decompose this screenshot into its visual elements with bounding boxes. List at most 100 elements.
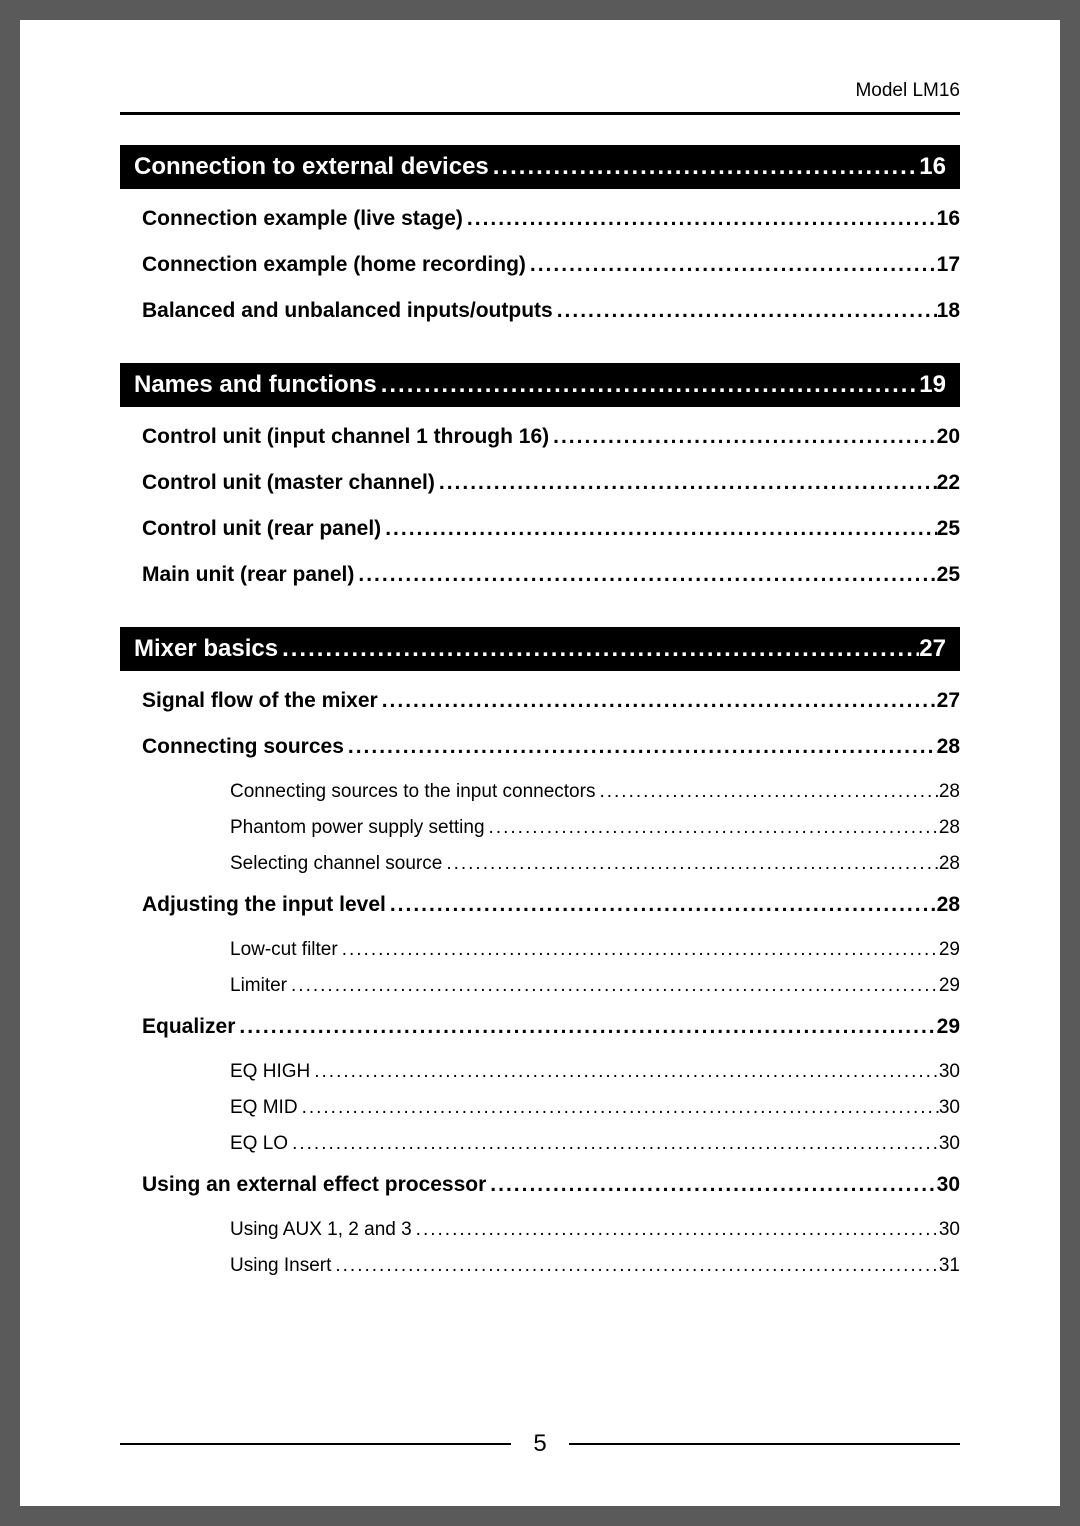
toc-section: Connection to external devices..........…: [120, 145, 960, 323]
toc-subentry-page: 29: [939, 975, 960, 997]
toc-subentry-title: Low-cut filter: [230, 939, 338, 961]
model-label: Model LM16: [120, 80, 960, 102]
toc-leader-dots: ........................................…: [331, 1255, 938, 1277]
toc-leader-dots: ........................................…: [344, 735, 937, 759]
toc-leader-dots: ........................................…: [278, 635, 919, 663]
toc-leader-dots: ........................................…: [549, 425, 937, 449]
toc-entry-page: 25: [937, 517, 960, 541]
toc-entry-page: 20: [937, 425, 960, 449]
toc-leader-dots: ........................................…: [386, 893, 937, 917]
toc-entry: Adjusting the input level...............…: [120, 893, 960, 917]
toc-entry-page: 28: [937, 735, 960, 759]
toc-subentry-page: 28: [939, 781, 960, 803]
toc-subentry-page: 30: [939, 1097, 960, 1119]
toc-subentry-page: 29: [939, 939, 960, 961]
toc-leader-dots: ........................................…: [381, 517, 936, 541]
toc-entry-title: Control unit (rear panel): [142, 517, 381, 541]
toc-entry: Equalizer...............................…: [120, 1015, 960, 1039]
toc-section: Mixer basics............................…: [120, 627, 960, 1277]
toc-subentry: EQ HIGH.................................…: [120, 1061, 960, 1083]
toc-section-header: Connection to external devices..........…: [120, 145, 960, 189]
toc-entry-page: 25: [937, 563, 960, 587]
toc-subentry: Selecting channel source................…: [120, 853, 960, 875]
toc-leader-dots: ........................................…: [485, 817, 939, 839]
toc-subentry-page: 30: [939, 1061, 960, 1083]
toc-leader-dots: ........................................…: [338, 939, 939, 961]
toc-entry-page: 29: [937, 1015, 960, 1039]
toc-entry: Balanced and unbalanced inputs/outputs..…: [120, 299, 960, 323]
toc-entry: Main unit (rear panel)..................…: [120, 563, 960, 587]
toc-entry-page: 16: [937, 207, 960, 231]
toc-entry-title: Main unit (rear panel): [142, 563, 354, 587]
toc-leader-dots: ........................................…: [463, 207, 937, 231]
toc-entry-title: Connecting sources: [142, 735, 344, 759]
toc-leader-dots: ........................................…: [354, 563, 936, 587]
toc-subentry-title: EQ MID: [230, 1097, 298, 1119]
toc-subentry: EQ MID..................................…: [120, 1097, 960, 1119]
toc-subentry: EQ LO...................................…: [120, 1133, 960, 1155]
toc-entry-page: 30: [937, 1173, 960, 1197]
toc-entry: Control unit (master channel)...........…: [120, 471, 960, 495]
toc-leader-dots: ........................................…: [595, 781, 938, 803]
toc-leader-dots: ........................................…: [298, 1097, 939, 1119]
table-of-contents: Connection to external devices..........…: [120, 145, 960, 1277]
toc-subgroup: Low-cut filter..........................…: [120, 939, 960, 997]
toc-subentry-title: Selecting channel source: [230, 853, 442, 875]
footer-rule-right: [569, 1443, 960, 1445]
toc-leader-dots: ........................................…: [378, 689, 937, 713]
toc-subentry-page: 28: [939, 817, 960, 839]
top-rule: [120, 112, 960, 115]
toc-entry-title: Adjusting the input level: [142, 893, 386, 917]
toc-subentry-title: Limiter: [230, 975, 287, 997]
toc-section-page: 19: [919, 371, 946, 399]
footer-rule-left: [120, 1443, 511, 1445]
toc-leader-dots: ........................................…: [442, 853, 939, 875]
toc-subentry-title: Phantom power supply setting: [230, 817, 485, 839]
page-number: 5: [511, 1430, 568, 1458]
toc-subgroup: EQ HIGH.................................…: [120, 1061, 960, 1155]
toc-entry-title: Control unit (input channel 1 through 16…: [142, 425, 549, 449]
toc-subentry-page: 28: [939, 853, 960, 875]
toc-entry-title: Connection example (live stage): [142, 207, 463, 231]
toc-subentry-title: Using AUX 1, 2 and 3: [230, 1219, 412, 1241]
toc-leader-dots: ........................................…: [486, 1173, 936, 1197]
toc-entry: Using an external effect processor......…: [120, 1173, 960, 1197]
toc-entry-title: Signal flow of the mixer: [142, 689, 378, 713]
toc-entry: Connection example (home recording).....…: [120, 253, 960, 277]
toc-entry-page: 18: [937, 299, 960, 323]
toc-entry: Control unit (input channel 1 through 16…: [120, 425, 960, 449]
toc-section-title: Mixer basics: [134, 635, 278, 663]
toc-leader-dots: ........................................…: [489, 153, 920, 181]
toc-section-page: 27: [919, 635, 946, 663]
toc-leader-dots: ........................................…: [288, 1133, 939, 1155]
toc-leader-dots: ........................................…: [553, 299, 937, 323]
toc-subentry-page: 31: [939, 1255, 960, 1277]
toc-section-title: Names and functions: [134, 371, 377, 399]
toc-leader-dots: ........................................…: [526, 253, 937, 277]
toc-subentry-title: Using Insert: [230, 1255, 331, 1277]
toc-section-page: 16: [919, 153, 946, 181]
toc-entry-title: Balanced and unbalanced inputs/outputs: [142, 299, 553, 323]
toc-subentry-title: EQ LO: [230, 1133, 288, 1155]
toc-subentry: Low-cut filter..........................…: [120, 939, 960, 961]
toc-entry: Connection example (live stage).........…: [120, 207, 960, 231]
toc-subentry-page: 30: [939, 1133, 960, 1155]
toc-entry: Connecting sources......................…: [120, 735, 960, 759]
toc-subentry: Using Insert............................…: [120, 1255, 960, 1277]
toc-entry: Control unit (rear panel)...............…: [120, 517, 960, 541]
toc-subentry: Using AUX 1, 2 and 3....................…: [120, 1219, 960, 1241]
toc-entry-title: Control unit (master channel): [142, 471, 435, 495]
toc-entry-title: Connection example (home recording): [142, 253, 526, 277]
toc-entry-page: 22: [937, 471, 960, 495]
toc-entry-page: 28: [937, 893, 960, 917]
document-page: Model LM16 Connection to external device…: [20, 20, 1060, 1506]
toc-subgroup: Using AUX 1, 2 and 3....................…: [120, 1219, 960, 1277]
toc-leader-dots: ........................................…: [435, 471, 937, 495]
toc-subgroup: Connecting sources to the input connecto…: [120, 781, 960, 875]
toc-subentry: Phantom power supply setting............…: [120, 817, 960, 839]
toc-entry-title: Using an external effect processor: [142, 1173, 486, 1197]
toc-subentry-title: EQ HIGH: [230, 1061, 310, 1083]
toc-entry-page: 27: [937, 689, 960, 713]
toc-subentry-title: Connecting sources to the input connecto…: [230, 781, 595, 803]
page-footer: 5: [120, 1430, 960, 1458]
